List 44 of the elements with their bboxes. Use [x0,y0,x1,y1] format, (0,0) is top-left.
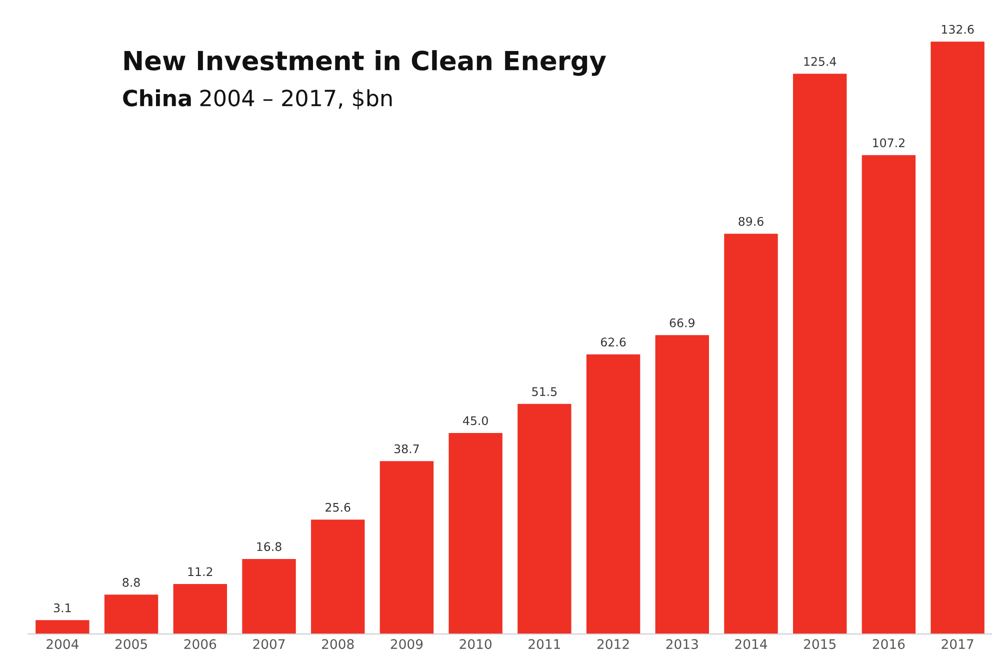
bar [104,594,158,634]
x-tick-label: 2004 [46,639,78,650]
text: China 2004 – 2017, $bn [123,89,392,110]
x-tick-label: 2017 [942,639,974,650]
bar [655,335,709,634]
bar [448,432,502,634]
bar [724,234,778,634]
data-label: 132.6 [942,24,974,34]
data-label: 11.2 [188,567,212,576]
data-label: 89.6 [738,216,764,226]
data-label: 38.7 [394,444,419,454]
x-tick-label: 2008 [322,639,354,650]
bar [380,461,434,634]
x-tick-label: 2007 [253,639,285,650]
bar [793,74,847,634]
data-label: 16.8 [257,542,282,552]
x-tick-label: 2010 [460,639,492,650]
x-tick-label: 2009 [390,639,423,650]
x-tick-label: 2015 [804,639,836,650]
data-label: 107.2 [873,138,904,148]
bar [930,42,984,634]
x-tick-label: 2011 [528,639,560,650]
x-tick-label: 2005 [115,639,147,650]
bar [586,354,640,634]
x-tick-label: 2013 [666,639,698,650]
x-tick-label: 2006 [184,639,216,650]
data-label: 66.9 [670,318,694,328]
data-label: 45.0 [463,416,488,426]
x-tick-label: 2012 [597,639,629,650]
data-label: 8.8 [122,578,140,587]
x-tick-label: 2014 [735,639,768,650]
data-label: 3.1 [54,603,71,612]
data-label: 62.6 [600,338,626,346]
x-tick-label: 2016 [872,639,905,650]
bar [242,558,296,634]
bar [36,620,90,634]
bar [862,155,916,634]
data-label: 25.6 [326,502,350,512]
bar [518,404,572,634]
bar [173,584,227,634]
data-label: 51.5 [532,387,557,396]
chart-title: New Investment in Clean Energy [124,50,606,76]
data-label: 125.4 [804,57,836,66]
bar [311,520,365,634]
